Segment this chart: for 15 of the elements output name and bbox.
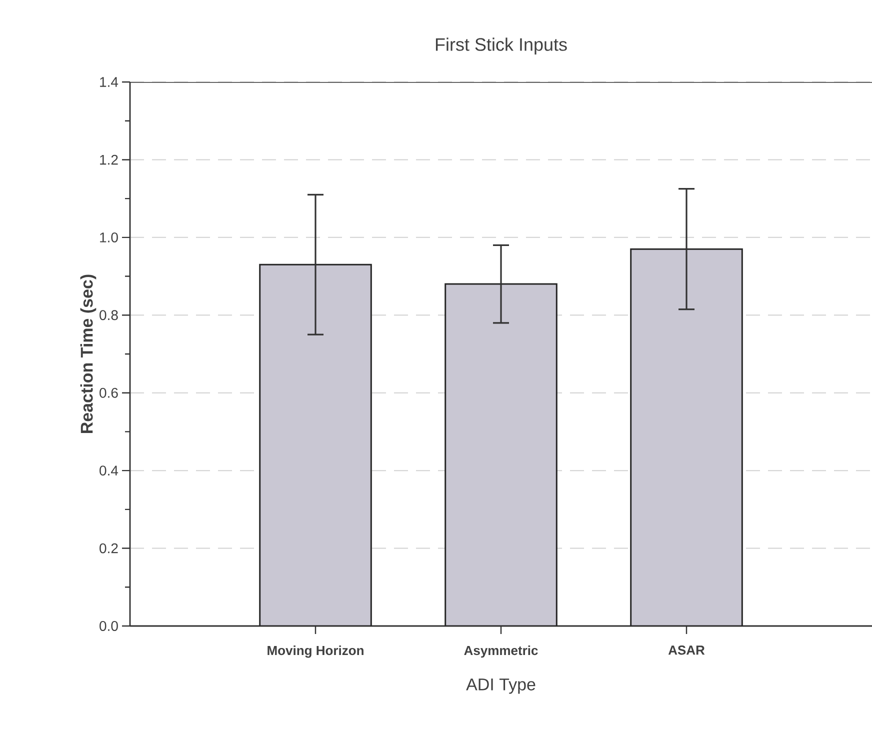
chart-title: First Stick Inputs	[436, 38, 567, 54]
y-tick-label: 0.4	[100, 466, 118, 476]
y-tick-label: 0.8	[100, 310, 118, 320]
y-tick-label: 0.2	[100, 543, 118, 554]
y-tick-label: 1.2	[100, 154, 118, 165]
x-tick-label: Asymmetric	[464, 646, 538, 658]
x-axis-title: ADI Type	[466, 678, 536, 694]
y-tick-label: 0.6	[100, 388, 118, 398]
y-tick-label: 1.0	[100, 232, 118, 242]
y-tick-label: 1.4	[100, 77, 118, 87]
y-tick-label: 0.0	[100, 621, 118, 631]
x-tick-label: Moving Horizon	[268, 646, 364, 658]
y-axis-title: Reaction Time (sec)	[80, 274, 96, 433]
x-tick-label: ASAR	[668, 646, 705, 655]
bar	[630, 248, 743, 626]
